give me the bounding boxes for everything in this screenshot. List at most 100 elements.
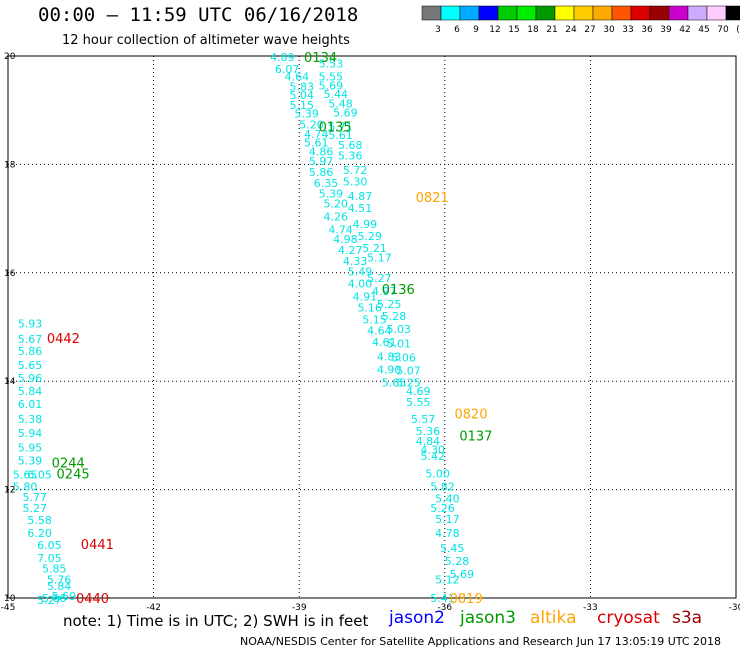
swh-value: 4.87: [348, 190, 373, 203]
swh-value: 5.68: [338, 139, 363, 152]
swh-value: 5.38: [18, 413, 42, 426]
swh-value: 5.53: [319, 58, 344, 71]
swh-value: 5.65: [382, 376, 407, 389]
swh-value: 5.25: [396, 376, 421, 389]
swh-value: 5.26: [430, 502, 455, 515]
track-label: 0821: [416, 191, 449, 206]
colorbar-swatch: [535, 5, 556, 21]
swh-value: 5.30: [343, 176, 368, 189]
plot-area: [7, 55, 737, 599]
colorbar-swatch: [706, 5, 727, 21]
colorbar-label: 45: [698, 25, 709, 35]
colorbar-label: 6: [454, 25, 460, 35]
swh-value: 5.12: [435, 574, 460, 587]
swh-value: 5.96: [18, 372, 42, 385]
swh-value: 5.49: [348, 266, 373, 279]
swh-value: 5.69: [450, 568, 475, 581]
plot-border: [7, 55, 737, 599]
track-label: 0136: [382, 283, 415, 298]
swh-value: 4.74: [328, 223, 353, 236]
colorbar-label: 27: [584, 25, 595, 35]
page-subtitle: 12 hour collection of altimeter wave hei…: [62, 33, 350, 48]
x-tick-label: -33: [583, 603, 598, 613]
swh-value: 5.80: [13, 480, 38, 493]
swh-value: 4.97: [372, 285, 397, 298]
swh-value: 5.84: [18, 385, 42, 398]
swh-value: 5.36: [416, 425, 441, 438]
satellite-legend-jason2: jason2: [389, 608, 445, 628]
swh-value: 5.71: [328, 120, 353, 133]
swh-value: 5.25: [377, 298, 402, 311]
swh-value: 5.86: [18, 345, 42, 358]
swh-value: 5.17: [367, 252, 392, 265]
track-label: 0245: [57, 467, 90, 482]
y-tick-label: 14: [4, 377, 16, 387]
swh-value: 6.05: [37, 539, 62, 552]
swh-value: 5.40: [435, 492, 460, 505]
swh-value: 4.33: [343, 255, 368, 268]
footer-credit: NOAA/NESDIS Center for Satellite Applica…: [240, 635, 722, 648]
swh-value: 5.36: [338, 150, 363, 163]
track-label: 0244: [52, 457, 85, 472]
colorbar-label: (ft): [736, 25, 740, 35]
swh-value: 5.20: [299, 118, 324, 131]
swh-value: 5.20: [323, 197, 348, 210]
swh-value: 5.04: [289, 89, 314, 102]
swh-value: 5.44: [323, 88, 348, 101]
swh-value: 4.64: [285, 71, 310, 84]
swh-value: 5.28: [445, 555, 470, 568]
swh-value: 5.67: [18, 333, 42, 346]
swh-value: 6.35: [314, 177, 339, 190]
colorbar-swatch: [440, 5, 461, 21]
swh-value: 5.27: [367, 272, 392, 285]
x-tick-label: -39: [292, 603, 307, 613]
colorbar-swatch: [668, 5, 689, 21]
colorbar-label: 39: [660, 25, 672, 35]
swh-value: 5.76: [47, 574, 72, 587]
swh-value: 5.27: [23, 502, 47, 515]
swh-value: 5.65: [18, 359, 42, 372]
swh-value: 5.00: [425, 467, 450, 480]
swh-value: 4.64: [367, 324, 392, 337]
swh-value: 4.51: [348, 202, 373, 215]
colorbar-swatch: [592, 5, 613, 21]
swh-value: 4.27: [338, 244, 363, 257]
colorbar-label: 18: [527, 25, 539, 35]
colorbar-label: 15: [508, 25, 519, 35]
swh-value: 5.84: [47, 580, 72, 593]
swh-value: 5.69: [319, 79, 344, 92]
swh-value: 6.07: [275, 63, 300, 76]
swh-value: 5.94: [18, 427, 42, 440]
swh-value: 5.28: [382, 310, 407, 323]
colorbar-label: 3: [435, 25, 441, 35]
swh-value: 4.30: [421, 443, 446, 456]
x-tick-label: -42: [146, 603, 161, 613]
y-tick-label: 12: [4, 486, 15, 496]
track-label: 0440: [76, 592, 109, 607]
swh-value: 5.21: [362, 242, 387, 255]
swh-value: 5.06: [391, 351, 416, 364]
y-tick-label: 10: [4, 594, 16, 604]
x-tick-label: -30: [729, 603, 740, 613]
swh-value: 5.48: [328, 98, 353, 111]
swh-value: 4.69: [406, 385, 431, 398]
swh-value: 5.01: [387, 337, 412, 350]
colorbar-label: 21: [546, 25, 557, 35]
colorbar-swatch: [687, 5, 708, 21]
swh-value: 5.61: [328, 129, 353, 142]
swh-value: 4.91: [353, 291, 378, 304]
grid-lines: [8, 56, 736, 598]
swh-value: 5.65: [13, 468, 38, 481]
swh-value: 5.15: [362, 313, 387, 326]
swh-value: 6.20: [27, 527, 52, 540]
satellite-legend-cryosat: cryosat: [597, 608, 660, 628]
swh-value: 5.95: [18, 441, 42, 454]
swh-value: 4.90: [377, 363, 402, 376]
swh-value: 6.05: [27, 468, 52, 481]
swh-value: 5.16: [357, 301, 382, 314]
swh-value: 5.82: [430, 480, 455, 493]
swh-value: 4.61: [372, 336, 397, 349]
swh-value: 5.03: [387, 323, 412, 336]
colorbar-label: 70: [717, 25, 729, 35]
